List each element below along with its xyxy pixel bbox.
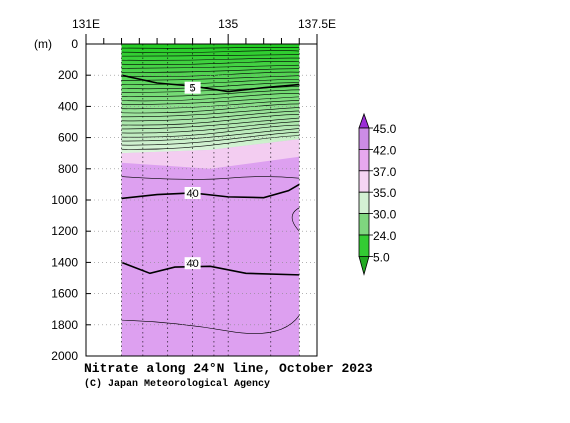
y-unit-label: (m) [34,37,52,51]
thin-contour [121,75,300,81]
y-tick-label: 1800 [51,318,78,332]
colorbar-label: 24.0 [373,229,397,243]
thin-contour [121,117,300,130]
colorbar-segment [358,213,370,236]
x-tick-label: 135 [218,17,238,31]
thin-contour [121,176,300,180]
chart-title: Nitrate along 24°N line, October 2023 [84,361,373,376]
colorbar-label: 5.0 [373,250,390,264]
colorbar-label: 30.0 [373,208,397,222]
colorbar-segment [358,148,370,172]
thin-contour [121,54,300,57]
contour-label-bg [184,81,201,94]
thin-contour [121,121,300,134]
y-tick-label: 2000 [51,349,78,363]
axes: 0 200 400 600 800 1000 1200 1400 1600 1800 2000 131… [51,17,336,363]
thin-contour [121,93,300,102]
y-tick-label: 1400 [51,255,78,269]
colorbar-segment [358,234,370,257]
thin-contour [121,96,300,105]
thin-contour [121,315,300,334]
colorbar-label: 45.0 [373,122,397,136]
colorbar-segment [358,170,370,193]
contour-line-40 [121,183,300,200]
thin-contour [121,57,300,61]
y-tick-label: 1600 [51,287,78,301]
contour-label: 5 [190,83,196,95]
x-tick-label: 131E [72,17,100,31]
thin-contour [121,128,300,142]
y-tick-label: 800 [58,162,78,176]
y-tick-label: 1000 [51,193,78,207]
y-tick-label: 400 [58,99,78,113]
thin-contour [121,68,300,73]
y-tick-label: 1200 [51,224,78,238]
light-pink-band [121,139,300,169]
colorbar-label: 37.0 [373,165,397,179]
colorbar-bottom-arrow [358,255,370,276]
credit-text: (C) Japan Meteorological Agency [84,378,270,390]
thin-contour [121,114,300,126]
colorbar-label: 42.0 [373,143,397,157]
y-tick-label: 0 [71,37,78,51]
thin-contour [121,50,300,53]
thin-contour [291,207,300,232]
contour-label: 40 [186,258,198,270]
contour-line-5 [121,74,300,93]
y-tick-label: 600 [58,131,78,145]
colorbar-label: 35.0 [373,186,397,200]
colorbar-segment [358,127,370,150]
thin-contour [121,124,300,138]
y-tick-label: 200 [58,68,78,82]
colorbar-top-arrow [358,112,370,129]
thin-contour [121,47,300,49]
thin-contour [121,103,300,114]
colorbar-segment [358,191,370,214]
thin-contour [121,78,300,85]
contour-label-bg [184,257,201,270]
thin-contour [121,71,300,78]
thin-contour [121,100,300,110]
x-tick-label: 137.5E [298,17,336,31]
colorbar: 45.0 42.0 37.0 35.0 30.0 24.0 5.0 [358,112,397,276]
